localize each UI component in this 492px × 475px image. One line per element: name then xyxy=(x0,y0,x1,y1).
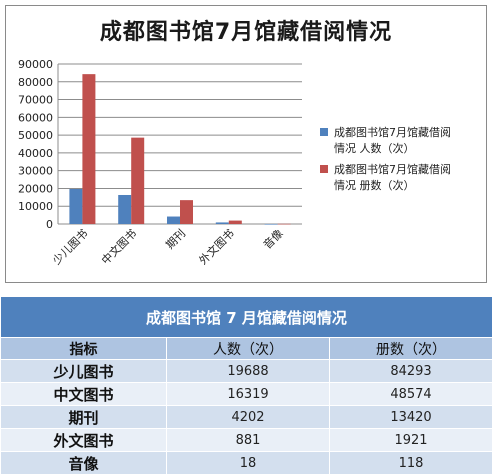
y-tick-label: 50000 xyxy=(18,129,53,142)
y-tick-label: 90000 xyxy=(18,58,53,71)
legend-swatch xyxy=(320,128,328,136)
header-indicator: 指标 xyxy=(1,338,167,360)
data-table: 成都图书馆 7 月馆藏借阅情况 指标 人数（次） 册数（次） 少儿图书 1968… xyxy=(0,296,492,475)
row-visitors: 4202 xyxy=(167,406,330,429)
row-visitors: 16319 xyxy=(167,383,330,406)
y-tick-label: 30000 xyxy=(18,165,53,178)
x-category-label: 音像 xyxy=(260,226,285,251)
legend-label: 成都图书馆7月馆藏借阅 xyxy=(334,125,451,139)
legend-label: 成都图书馆7月馆藏借阅 xyxy=(334,162,451,176)
y-tick-label: 40000 xyxy=(18,147,53,160)
x-category-label: 期刊 xyxy=(163,227,188,252)
bar xyxy=(229,221,242,224)
table-row: 中文图书 16319 48574 xyxy=(1,383,492,406)
bar xyxy=(216,222,229,224)
row-volumes: 1921 xyxy=(330,429,492,452)
table-title: 成都图书馆 7 月馆藏借阅情况 xyxy=(1,297,492,338)
x-category-label: 少儿图书 xyxy=(50,227,90,267)
x-category-label: 中文图书 xyxy=(98,226,139,267)
bar xyxy=(82,74,95,224)
row-volumes: 118 xyxy=(330,452,492,475)
legend-label: 情况 人数（次） xyxy=(334,141,415,155)
header-visitors: 人数（次） xyxy=(167,338,330,360)
row-visitors: 18 xyxy=(167,452,330,475)
bar xyxy=(180,200,193,224)
y-tick-label: 0 xyxy=(46,218,53,231)
row-label: 外文图书 xyxy=(1,429,167,452)
table-header-row: 指标 人数（次） 册数（次） xyxy=(1,338,492,360)
y-tick-label: 60000 xyxy=(18,111,53,124)
row-visitors: 19688 xyxy=(167,360,330,383)
row-label: 少儿图书 xyxy=(1,360,167,383)
row-volumes: 13420 xyxy=(330,406,492,429)
bar xyxy=(69,189,82,224)
x-category-label: 外文图书 xyxy=(196,226,237,267)
bar xyxy=(278,224,291,225)
bar xyxy=(265,224,278,225)
y-tick-label: 70000 xyxy=(18,94,53,107)
row-label: 期刊 xyxy=(1,406,167,429)
y-tick-label: 20000 xyxy=(18,182,53,195)
bar xyxy=(167,217,180,224)
table-row: 期刊 4202 13420 xyxy=(1,406,492,429)
y-tick-label: 80000 xyxy=(18,76,53,89)
header-volumes: 册数（次） xyxy=(330,338,492,360)
row-visitors: 881 xyxy=(167,429,330,452)
table-row: 外文图书 881 1921 xyxy=(1,429,492,452)
bar-chart: 0 10000 20000 30000 40000 50000 60000 70000 8000… xyxy=(6,6,486,282)
row-label: 音像 xyxy=(1,452,167,475)
bar xyxy=(118,195,131,224)
legend-swatch xyxy=(320,165,328,173)
legend-label: 情况 册数（次） xyxy=(334,178,415,192)
bar xyxy=(131,138,144,224)
row-volumes: 84293 xyxy=(330,360,492,383)
row-label: 中文图书 xyxy=(1,383,167,406)
y-tick-label: 10000 xyxy=(18,200,53,213)
table-row: 音像 18 118 xyxy=(1,452,492,475)
row-volumes: 48574 xyxy=(330,383,492,406)
table-row: 少儿图书 19688 84293 xyxy=(1,360,492,383)
